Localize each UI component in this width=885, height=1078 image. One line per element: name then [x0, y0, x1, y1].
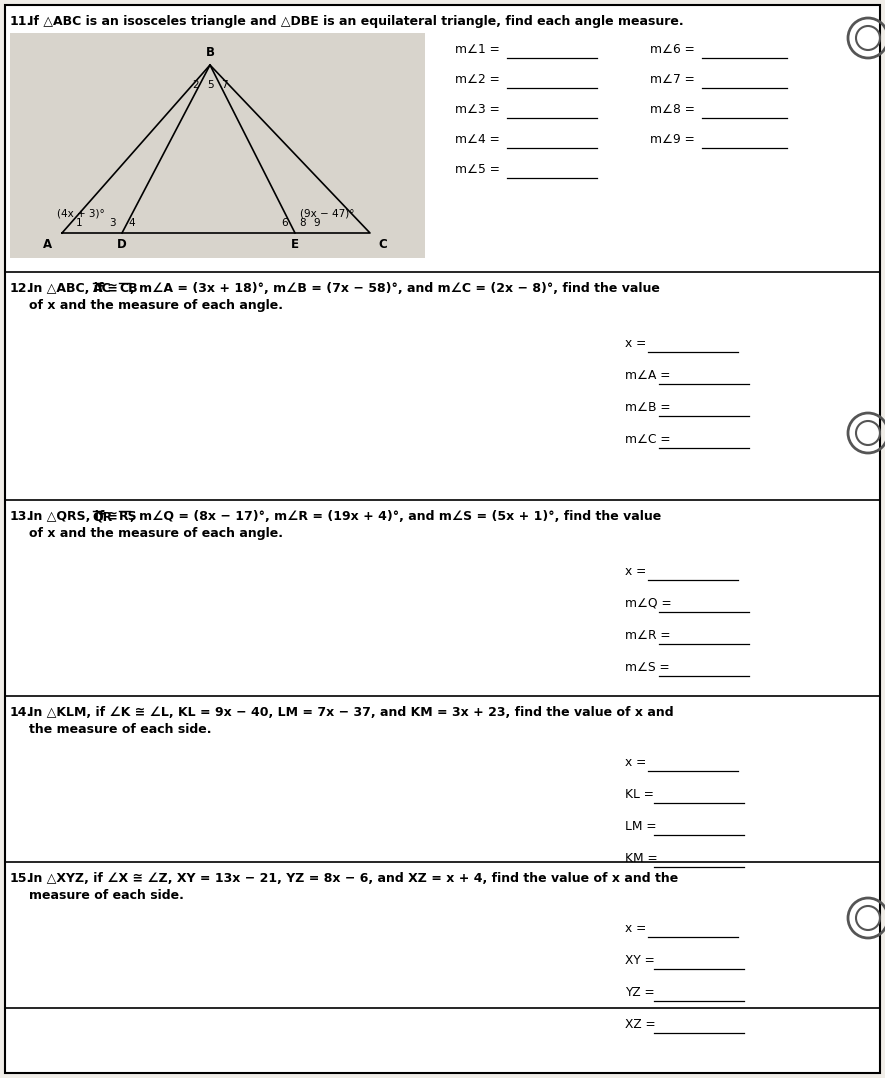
Text: XZ =: XZ = [625, 1018, 659, 1031]
Text: ≅: ≅ [104, 282, 122, 295]
Text: D: D [117, 238, 127, 251]
Text: m∠S =: m∠S = [625, 661, 673, 674]
Text: 5: 5 [208, 80, 214, 89]
Text: m∠8 =: m∠8 = [650, 103, 699, 116]
Text: the measure of each side.: the measure of each side. [29, 723, 212, 736]
Text: m∠5 =: m∠5 = [455, 163, 504, 176]
Text: C: C [378, 238, 387, 251]
Text: (4x + 3)°: (4x + 3)° [57, 208, 104, 218]
Text: 7: 7 [220, 80, 227, 89]
Text: x =: x = [625, 565, 650, 578]
Text: 11.: 11. [10, 15, 32, 28]
Text: m∠C =: m∠C = [625, 433, 674, 446]
Text: , m∠Q = (8x − 17)°, m∠R = (19x + 4)°, and m∠S = (5x + 1)°, find the value: , m∠Q = (8x − 17)°, m∠R = (19x + 4)°, an… [130, 510, 661, 523]
Text: m∠3 =: m∠3 = [455, 103, 504, 116]
Text: AC: AC [93, 282, 112, 295]
Text: 1: 1 [76, 218, 82, 229]
Text: LM =: LM = [625, 820, 660, 833]
Text: m∠Q =: m∠Q = [625, 597, 675, 610]
Text: QR: QR [93, 510, 113, 523]
Text: x =: x = [625, 756, 650, 769]
Text: 15.: 15. [10, 872, 32, 885]
Text: of x and the measure of each angle.: of x and the measure of each angle. [29, 299, 283, 312]
Text: of x and the measure of each angle.: of x and the measure of each angle. [29, 527, 283, 540]
Text: KL =: KL = [625, 788, 658, 801]
Text: 8: 8 [300, 218, 306, 229]
Text: 13.: 13. [10, 510, 32, 523]
Text: measure of each side.: measure of each side. [29, 889, 184, 902]
Text: 14.: 14. [10, 706, 32, 719]
Text: m∠7 =: m∠7 = [650, 73, 698, 86]
Text: m∠B =: m∠B = [625, 401, 674, 414]
Text: 6: 6 [281, 218, 289, 229]
Text: 3: 3 [109, 218, 115, 229]
Text: m∠2 =: m∠2 = [455, 73, 504, 86]
Text: m∠1 =: m∠1 = [455, 43, 504, 56]
Text: YZ =: YZ = [625, 986, 658, 999]
Text: In △QRS, if: In △QRS, if [29, 510, 109, 523]
Text: In △ABC, if: In △ABC, if [29, 282, 108, 295]
Text: m∠6 =: m∠6 = [650, 43, 698, 56]
Text: m∠4 =: m∠4 = [455, 133, 504, 146]
Text: ≅: ≅ [104, 510, 122, 523]
Text: 12.: 12. [10, 282, 32, 295]
Text: In △KLM, if ∠K ≅ ∠L, KL = 9x − 40, LM = 7x − 37, and KM = 3x + 23, find the valu: In △KLM, if ∠K ≅ ∠L, KL = 9x − 40, LM = … [29, 706, 673, 719]
Text: 2: 2 [193, 80, 199, 89]
Text: B: B [205, 46, 214, 59]
Text: m∠9 =: m∠9 = [650, 133, 698, 146]
Text: , m∠A = (3x + 18)°, m∠B = (7x − 58)°, and m∠C = (2x − 8)°, find the value: , m∠A = (3x + 18)°, m∠B = (7x − 58)°, an… [130, 282, 659, 295]
Text: x =: x = [625, 922, 650, 935]
Text: (9x − 47)°: (9x − 47)° [300, 208, 355, 218]
Bar [10, 33, 425, 258]
Text: m∠R =: m∠R = [625, 628, 674, 642]
Text: x =: x = [625, 337, 650, 350]
Text: A: A [42, 238, 52, 251]
Text: 9: 9 [313, 218, 320, 229]
Text: If △ABC is an isosceles triangle and △DBE is an equilateral triangle, find each : If △ABC is an isosceles triangle and △DB… [29, 15, 683, 28]
Text: CB: CB [119, 282, 138, 295]
Text: 4: 4 [128, 218, 135, 229]
Text: m∠A =: m∠A = [625, 369, 674, 382]
Text: In △XYZ, if ∠X ≅ ∠Z, XY = 13x − 21, YZ = 8x − 6, and XZ = x + 4, find the value : In △XYZ, if ∠X ≅ ∠Z, XY = 13x − 21, YZ =… [29, 872, 678, 885]
Text: XY =: XY = [625, 954, 658, 967]
Text: KM =: KM = [625, 852, 661, 865]
Text: RS: RS [119, 510, 138, 523]
Text: E: E [291, 238, 299, 251]
